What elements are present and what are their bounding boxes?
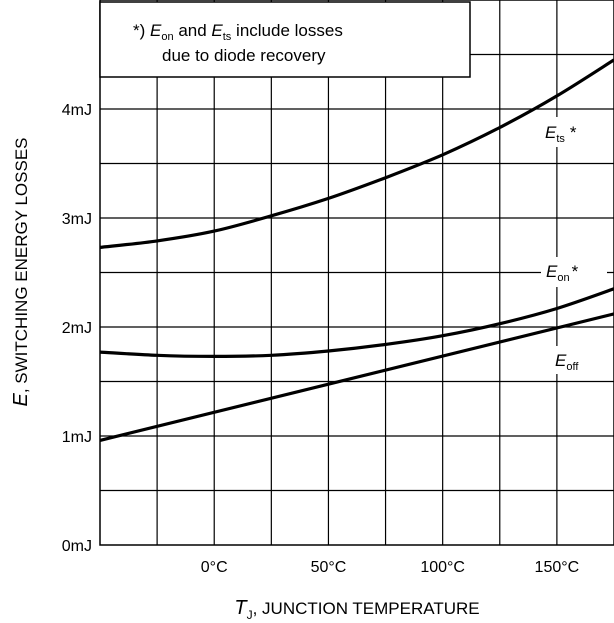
y-axis-title: E, SWITCHING ENERGY LOSSES xyxy=(10,137,32,406)
x-axis-title: TJ, JUNCTION TEMPERATURE xyxy=(234,597,479,622)
y-tick-labels: 0mJ 1mJ 2mJ 3mJ 4mJ xyxy=(62,102,92,555)
y-tick-label: 4mJ xyxy=(62,102,92,119)
curve-label-eon: Eon * xyxy=(541,257,607,287)
curve-label-ets-symbol: E xyxy=(545,123,557,142)
x-axis-text: , JUNCTION TEMPERATURE xyxy=(253,599,480,618)
x-tick-label: 100°C xyxy=(420,559,465,576)
plot-frame xyxy=(99,0,614,546)
curve-label-eoff-bg xyxy=(552,346,602,374)
note-line-2: due to diode recovery xyxy=(162,46,326,65)
curve-label-ets-suffix: * xyxy=(570,123,577,142)
curve-label-ets-bg xyxy=(541,117,607,147)
note-symbol-1: E xyxy=(150,21,162,40)
curves xyxy=(99,58,614,442)
curve-label-eoff-subscript: off xyxy=(566,361,579,373)
curve-label-ets-subscript: ts xyxy=(556,133,565,145)
curve-label-eon-text: Eon * xyxy=(546,262,579,284)
x-tick-label: 50°C xyxy=(311,559,347,576)
note-box: *) Eon and Ets include losses due to dio… xyxy=(99,1,471,78)
x-axis-symbol: T xyxy=(234,597,248,619)
curve-label-ets: Ets * xyxy=(541,117,607,147)
curve-label-eon-subscript: on xyxy=(557,272,569,284)
y-tick-label: 3mJ xyxy=(62,211,92,228)
y-axis-text: , SWITCHING ENERGY LOSSES xyxy=(12,137,31,393)
curve-label-eoff-symbol: E xyxy=(555,351,567,370)
curve-label-eon-suffix: * xyxy=(572,262,579,281)
grid xyxy=(100,0,614,545)
y-tick-label: 2mJ xyxy=(62,320,92,337)
note-symbol-2: E xyxy=(211,21,223,40)
x-axis-subscript: J xyxy=(247,608,253,622)
x-tick-label: 150°C xyxy=(535,559,580,576)
curve-label-eon-symbol: E xyxy=(546,262,558,281)
y-axis-symbol: E xyxy=(10,393,32,407)
curve-label-ets-text: Ets * xyxy=(545,123,577,145)
note-box-frame xyxy=(99,1,471,78)
curve-label-eoff-text: Eoff xyxy=(555,351,579,373)
x-tick-label: 0°C xyxy=(201,559,228,576)
curve-ets xyxy=(99,58,614,249)
note-suffix: include losses xyxy=(231,21,343,40)
note-prefix: *) xyxy=(133,21,150,40)
curve-eon xyxy=(99,287,614,359)
curve-label-eon-bg xyxy=(541,257,607,287)
curve-label-eoff: Eoff xyxy=(552,346,602,374)
x-tick-labels: 0°C 50°C 100°C 150°C xyxy=(201,559,579,576)
y-tick-label: 1mJ xyxy=(62,429,92,446)
note-line-1: *) Eon and Ets include losses xyxy=(133,21,343,43)
y-tick-label: 0mJ xyxy=(62,538,92,555)
curve-eoff xyxy=(99,312,614,442)
note-subscript-2: ts xyxy=(223,31,232,43)
note-mid: and xyxy=(174,21,212,40)
note-subscript-1: on xyxy=(161,31,173,43)
